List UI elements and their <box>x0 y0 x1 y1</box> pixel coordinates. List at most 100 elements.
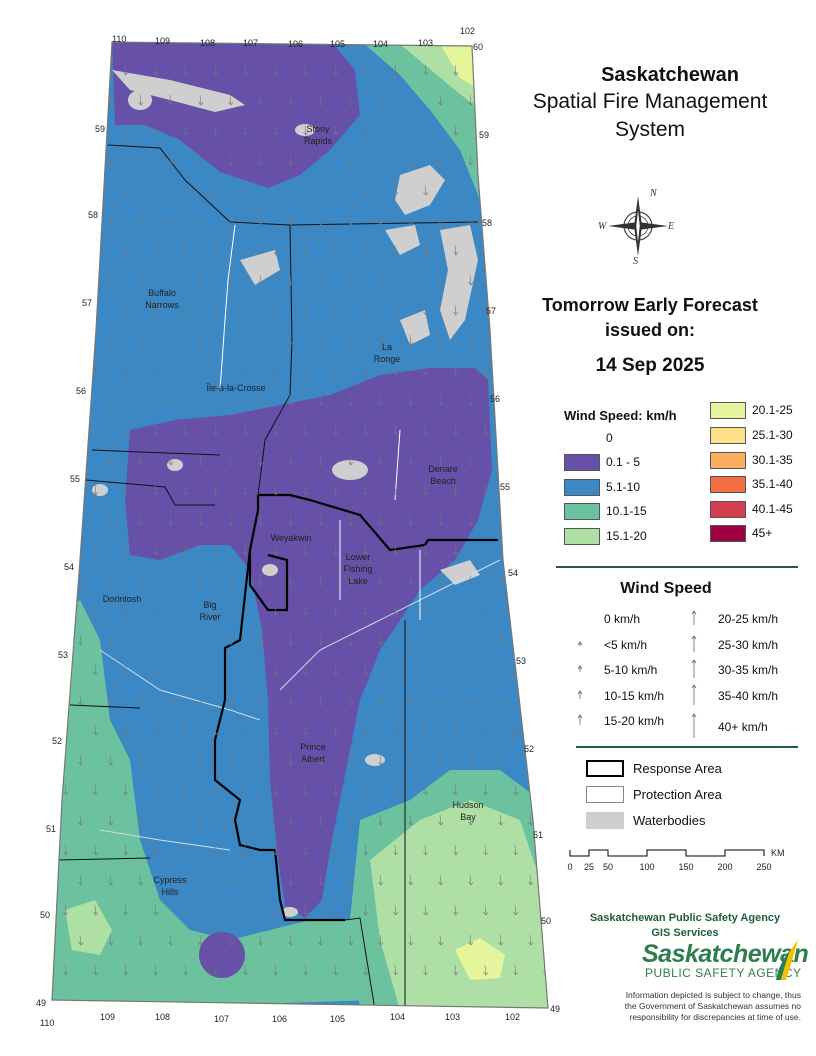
legend-label-2: 5.1-10 <box>606 479 641 494</box>
wind-arrow-511 <box>93 964 99 976</box>
wind-arrow-131 <box>438 274 444 286</box>
disclaimer-line-1: Information depicted is subject to chang… <box>625 990 801 1000</box>
wind-arrow-53 <box>138 154 144 166</box>
town-ile-a-la-crosse: Île-à-la-Crosse <box>205 383 265 393</box>
wind-arrow-238 <box>63 484 69 496</box>
wind-arrow-216 <box>423 424 429 436</box>
lat-right-56: 56 <box>490 394 500 404</box>
map-subtitle-line1: Spatial Fire Management <box>532 90 768 113</box>
wind-arrow-221 <box>78 454 84 466</box>
wind-arrow-223 <box>138 454 144 466</box>
wind-arrow-58 <box>288 154 294 166</box>
legend-swatch-4 <box>564 527 600 545</box>
wind-arrow-309 <box>153 604 159 616</box>
wind-arrow-100 <box>528 214 534 226</box>
wind-arrow-175 <box>213 364 219 376</box>
wind-arrow-347 <box>273 664 279 676</box>
wind-arrow-357 <box>78 694 84 706</box>
wind-arrow-331 <box>318 634 324 646</box>
wind-arrow-243 <box>213 484 219 496</box>
wind-arrow-332 <box>348 634 354 646</box>
wind-arrow-411 <box>153 784 159 796</box>
wind-arrow-sample-icon-3 <box>577 689 583 699</box>
wind-arrow-366 <box>348 694 354 706</box>
wind-arrow-424 <box>543 784 548 796</box>
wind-arrow-206 <box>123 424 129 436</box>
lon-bot-102: 102 <box>505 1012 520 1022</box>
wind-arrow-225 <box>198 454 204 466</box>
wind-arrow-426 <box>108 814 114 826</box>
wind-arrow-23 <box>258 94 264 106</box>
wind-arrow-256 <box>108 514 114 526</box>
wind-arrow-466 <box>288 874 294 886</box>
wind-arrow-94 <box>348 214 354 226</box>
wind-arrow-455 <box>453 844 459 856</box>
town-labels: Stony Rapids Buffalo Narrows La Ronge Îl… <box>103 124 484 897</box>
wind-arrow-123 <box>198 274 204 286</box>
town-big-river-2: River <box>199 612 220 622</box>
wind-arrow-506 <box>468 934 474 946</box>
wind-arrow-sample-icon-5 <box>691 610 697 625</box>
wind-arrow-400 <box>348 754 354 766</box>
wind-arrow-316 <box>363 604 369 616</box>
wind-arrow-292 <box>168 574 174 586</box>
wind-arrow-96 <box>408 214 414 226</box>
wind-arrow-270 <box>528 514 534 526</box>
wind-arrow-377 <box>153 724 159 736</box>
wind-arrow-421 <box>453 784 459 796</box>
wind-arrow-356 <box>543 664 548 676</box>
wind-arrow-142 <box>243 304 249 316</box>
wind-arrow-42 <box>303 124 309 136</box>
wind-arrow-132 <box>468 274 474 286</box>
wind-arrow-373 <box>559 695 561 705</box>
wind-arrow-299 <box>378 574 384 586</box>
wind-arrow-463 <box>198 874 204 886</box>
wind-arrow-249 <box>393 484 399 496</box>
wind-arrow-402 <box>408 754 414 766</box>
wind-arrow-252 <box>483 484 489 496</box>
wind-arrow-44 <box>363 124 369 136</box>
lat-right-51: 51 <box>533 830 543 840</box>
wind-arrow-425 <box>78 814 84 826</box>
wind-arrow-321 <box>513 604 519 616</box>
wind-arrow-46 <box>423 124 429 136</box>
wind-arrow-27 <box>378 94 384 106</box>
wind-arrow-165 <box>438 334 444 346</box>
wind-arrow-283 <box>393 544 399 556</box>
town-la-ronge-2: Ronge <box>374 354 401 364</box>
wind-arrow-392 <box>108 754 114 766</box>
wind-arrow-155 <box>138 334 144 346</box>
wind-arrow-150 <box>483 304 489 316</box>
lon-bot-106: 106 <box>272 1014 287 1024</box>
legend-swatch-10 <box>710 525 746 542</box>
town-weyakwin: Weyakwin <box>271 533 312 543</box>
wind-arrow-306 <box>63 604 69 616</box>
wind-arrow-sample-icon-7 <box>691 659 697 678</box>
wind-arrow-198 <box>408 394 414 406</box>
wind-arrow-237 <box>559 455 561 465</box>
town-buffalo-narrows-1: Buffalo <box>148 288 176 298</box>
wind-arrow-label-8: 35-40 km/h <box>718 688 779 703</box>
lat-left-54: 54 <box>64 562 74 572</box>
wind-arrow-91 <box>258 214 264 226</box>
wind-arrow-515 <box>213 964 219 976</box>
wind-arrow-326 <box>168 634 174 646</box>
wind-arrow-298 <box>348 574 354 586</box>
lat-left-59: 59 <box>95 124 105 134</box>
wind-arrow-86 <box>108 214 114 226</box>
wind-arrow-56 <box>228 154 234 166</box>
legend-label-0: 0 <box>606 431 613 445</box>
wind-arrow-183 <box>453 364 459 376</box>
wind-arrow-352 <box>423 664 429 676</box>
wind-arrow-251 <box>453 484 459 496</box>
wind-arrow-60 <box>348 154 354 166</box>
agency-logo-wordmark: Saskatchewan <box>642 940 809 968</box>
legend-label-10: 45+ <box>752 526 773 540</box>
wind-arrow-380 <box>243 724 249 736</box>
wind-arrow-10 <box>363 64 369 76</box>
wind-arrow-484 <box>303 904 309 916</box>
town-prince-albert-1: Prince <box>300 742 326 752</box>
wind-arrow-145 <box>333 304 339 316</box>
lon-top-103: 103 <box>418 38 433 48</box>
wind-arrow-161 <box>318 334 324 346</box>
